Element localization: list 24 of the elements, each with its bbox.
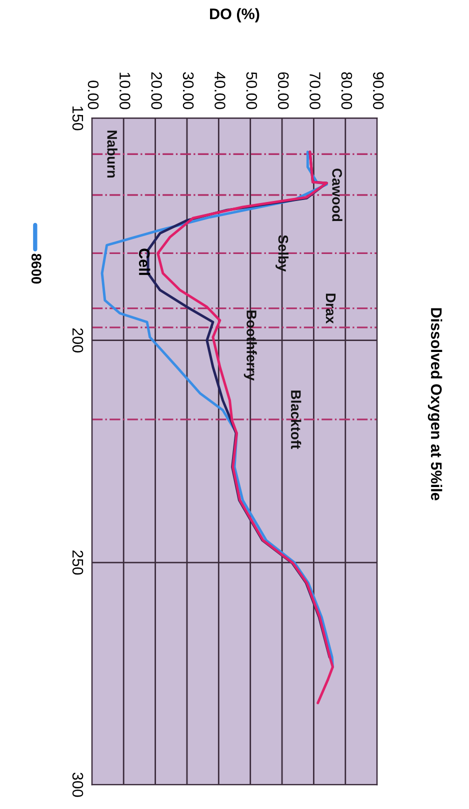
y-axis-title: Cell (138, 248, 150, 275)
x-tick-label: 30.00 (182, 72, 194, 110)
x-tick-label: 60.00 (278, 72, 289, 110)
x-axis-title: DO (%) (210, 8, 260, 22)
x-tick-label: 20.00 (151, 72, 162, 110)
ref-line-label: Blacktoft (290, 390, 302, 449)
x-tick-label: 70.00 (310, 72, 320, 110)
ref-line-label: Selby (276, 235, 288, 272)
x-tick-label: 0.00 (88, 80, 99, 110)
x-tick-label: 90.00 (372, 72, 384, 110)
y-tick-label: 250 (72, 550, 84, 575)
x-tick-label: 50.00 (246, 72, 258, 110)
y-tick-label: 150 (72, 106, 84, 130)
ref-line-label: Naburn (107, 130, 118, 178)
text: Dissolved Oxygen at 5%ile (428, 308, 442, 500)
x-tick-label: 10.00 (120, 72, 130, 110)
x-tick-label: 40.00 (214, 72, 226, 110)
ref-line-label: Cawood (332, 168, 342, 222)
y-tick-label: 300 (72, 772, 84, 797)
y-tick-label: 200 (72, 328, 84, 352)
ref-line-label: Boothferry (244, 310, 257, 381)
ref-line-label: Drax (326, 294, 336, 324)
legend-label: 8600 (31, 254, 42, 284)
x-tick-label: 80.00 (341, 72, 352, 110)
